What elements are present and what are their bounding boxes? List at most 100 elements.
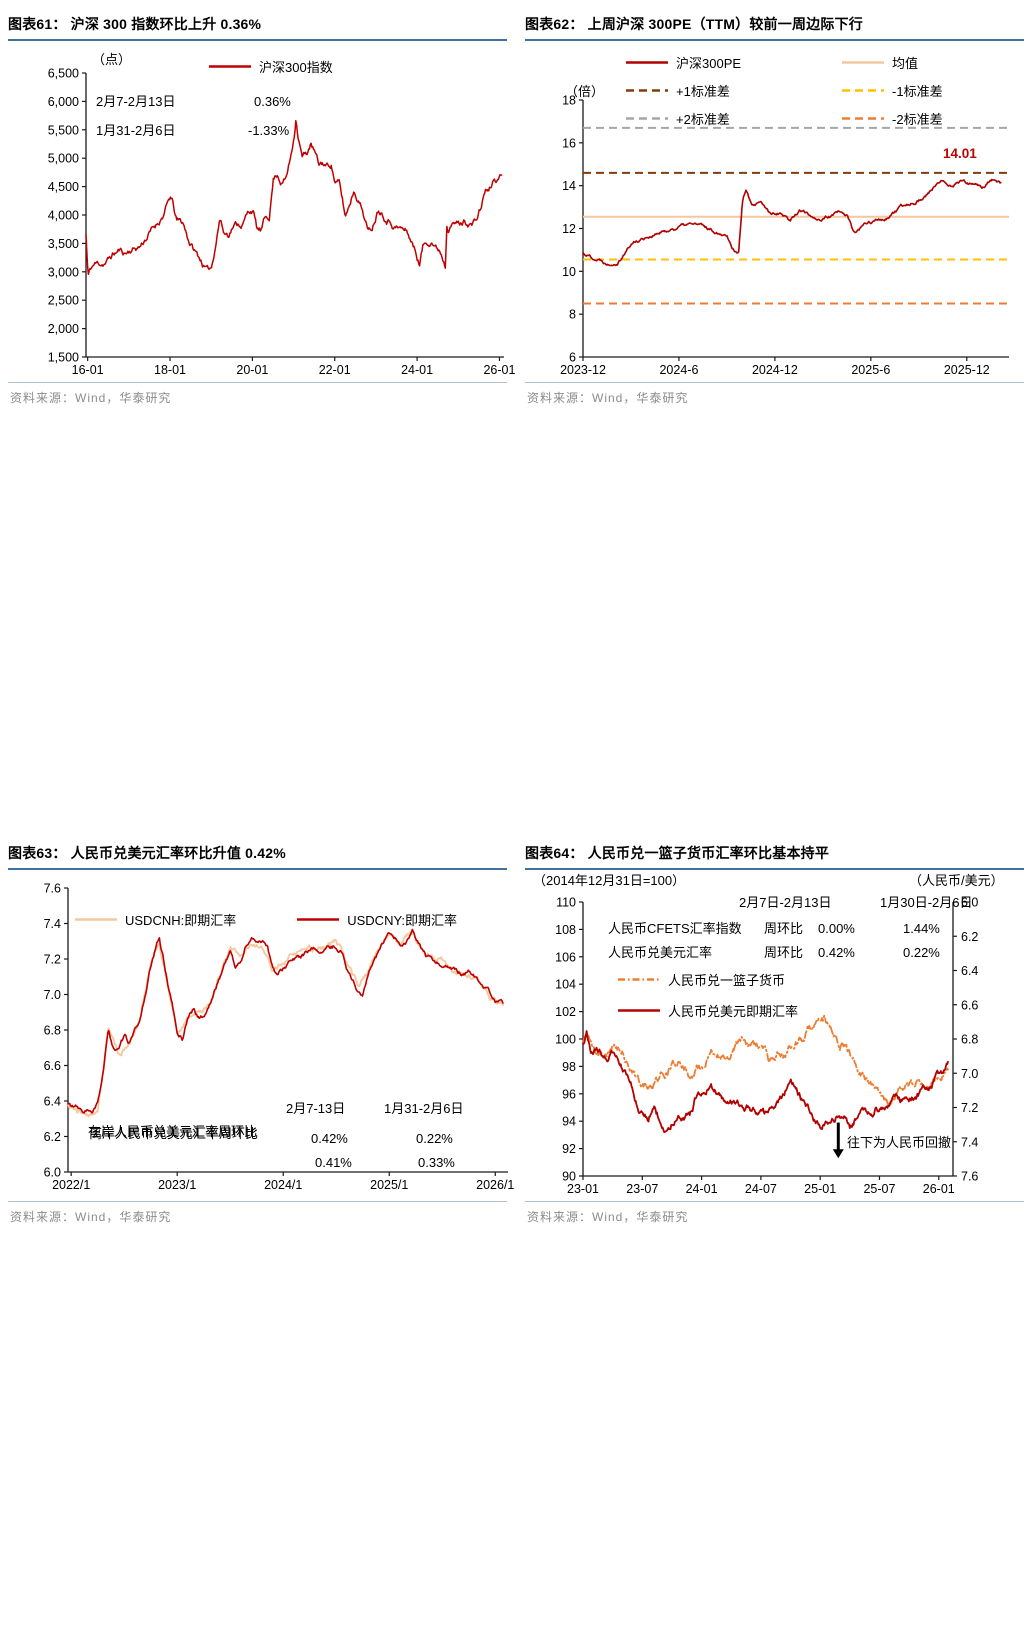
legend-item-label: 沪深300指数 (259, 60, 333, 75)
annotation-text: 2月7日-2月13日 (739, 895, 832, 910)
annotation-text: （人民币/美元） (909, 873, 1004, 888)
annotation-text: 0.41% (315, 1155, 352, 1170)
y-right-tick-label: 7.2 (961, 1101, 978, 1115)
chart-legend: 沪深300指数 (208, 57, 333, 76)
legend-item: USDCNH:即期汇率 (74, 910, 236, 929)
legend-item: 沪深300指数 (208, 57, 333, 76)
legend-item-label: 均值 (892, 56, 919, 71)
legend-column: USDCNH:即期汇率 (74, 910, 236, 929)
x-tick-label: 2026/1 (476, 1178, 514, 1192)
report-figure-grid-row2: 图表63： 人民币兑美元汇率环比升值 0.42% 6.0 6.2 6.4 6.6 6.8… (0, 819, 1034, 1638)
legend-item-label: 人民币兑一篮子货币 (668, 973, 786, 988)
series-line (582, 178, 1002, 267)
legend-swatch-line (209, 65, 251, 68)
figure-64-title: 图表64： 人民币兑一篮子货币汇率环比基本持平 (525, 843, 1024, 870)
y-tick-label: 6 (569, 351, 576, 365)
y-tick-label: 6,000 (48, 95, 79, 109)
fig61-canvas: 1,500 2,000 2,500 3,000 3,500 4,000 4,500 5,000… (48, 67, 516, 378)
annotation-text: 人民币CFETS汇率指数 (608, 921, 742, 936)
legend-item-label: USDCNY:即期汇率 (347, 913, 458, 928)
legend-column: 均值 -1标准差 -2标准差 (841, 53, 943, 128)
annotation-text: 离岸人民币兑美元汇率周环比 (89, 1126, 259, 1141)
y-right-tick-label: 7.4 (961, 1135, 978, 1149)
y-tick-label: 102 (555, 1005, 576, 1019)
annotation-text: 0.22% (416, 1131, 453, 1146)
x-tick-label: 24-01 (686, 1182, 718, 1196)
y-tick-label: 6.2 (44, 1130, 61, 1144)
figure-62-source: 资料来源：Wind，华泰研究 (525, 382, 1024, 406)
figure-63-panel: 图表63： 人民币兑美元汇率环比升值 0.42% 6.0 6.2 6.4 6.6 6.8… (0, 819, 517, 1228)
y-tick-label: 6,500 (48, 67, 79, 81)
x-tick-label: 20-01 (236, 363, 268, 377)
legend-swatch-line (75, 918, 117, 921)
report-figure-grid: 图表61： 沪深 300 指数环比上升 0.36% 1,500 2,000 2,50… (0, 0, 1024, 409)
x-tick-label: 2024-12 (752, 363, 798, 377)
y-tick-label: 5,500 (48, 123, 79, 137)
series-line (67, 931, 504, 1118)
annotation-text: 0.22% (903, 945, 940, 960)
x-tick-label: 24-07 (745, 1182, 777, 1196)
annotation-text: 0.33% (418, 1155, 455, 1170)
annotation-text: 14.01 (943, 146, 977, 161)
annotation-text: 往下为人民币回撤 (847, 1135, 952, 1150)
legend-item: 人民币兑一篮子货币 (617, 970, 798, 989)
y-right-tick-label: 6.2 (961, 930, 978, 944)
y-tick-label: 8 (569, 308, 576, 322)
legend-column: 人民币兑一篮子货币 人民币兑美元即期汇率 (617, 970, 798, 1020)
legend-swatch-line (842, 89, 885, 92)
annotation-text: 1月31-2月6日 (384, 1101, 464, 1116)
y-tick-label: 4,500 (48, 180, 79, 194)
figure-63-title: 图表63： 人民币兑美元汇率环比升值 0.42% (8, 843, 507, 870)
y-tick-label: 98 (562, 1060, 576, 1074)
legend-swatch-line (618, 978, 660, 981)
x-tick-label: 2025/1 (370, 1178, 408, 1192)
y-tick-label: 3,000 (48, 265, 79, 279)
x-tick-label: 2025-6 (851, 363, 890, 377)
y-tick-label: 6.6 (44, 1059, 61, 1073)
down-arrow-icon (832, 1122, 844, 1159)
chart-legend: 人民币兑一篮子货币 人民币兑美元即期汇率 (617, 970, 798, 1020)
y-tick-label: 7.6 (44, 882, 61, 896)
legend-column: USDCNY:即期汇率 (296, 910, 457, 929)
x-tick-label: 2023-12 (560, 363, 606, 377)
x-tick-label: 22-01 (319, 363, 351, 377)
figure-63-source: 资料来源：Wind，华泰研究 (8, 1201, 507, 1225)
figure-61-panel: 图表61： 沪深 300 指数环比上升 0.36% 1,500 2,000 2,50… (0, 0, 517, 409)
legend-item: +2标准差 (625, 109, 741, 128)
legend-swatch-line (842, 61, 885, 64)
y-tick-label: 7.2 (44, 953, 61, 967)
y-tick-label: 7.4 (44, 917, 61, 931)
legend-item-label: -2标准差 (892, 112, 943, 127)
legend-item: +1标准差 (625, 81, 741, 100)
legend-item-label: 人民币兑美元即期汇率 (668, 1004, 799, 1019)
legend-item-label: USDCNH:即期汇率 (125, 913, 237, 928)
figure-62-chart: 6 8 10 12 14 16 18 2023-12 2024-6 2024-12 2025-6 20… (525, 45, 1024, 380)
y-tick-label: 1,500 (48, 351, 79, 365)
legend-item: 人民币兑美元即期汇率 (617, 1001, 798, 1020)
fig62-canvas: 6 8 10 12 14 16 18 2023-12 2024-6 2024-12 2025-6 20… (560, 94, 1009, 377)
annotation-text: 周环比 (764, 945, 804, 960)
legend-item: -1标准差 (841, 81, 943, 100)
figure-61-source: 资料来源：Wind，华泰研究 (8, 382, 507, 406)
legend-item: -2标准差 (841, 109, 943, 128)
annotation-text: 0.42% (818, 945, 855, 960)
x-tick-label: 25-07 (863, 1182, 895, 1196)
y-tick-label: 2,500 (48, 294, 79, 308)
annotation-text: （倍） (565, 84, 605, 99)
annotation-text: 1月31-2月6日 (96, 123, 176, 138)
figure-61-title: 图表61： 沪深 300 指数环比上升 0.36% (8, 14, 507, 41)
figure-64-source: 资料来源：Wind，华泰研究 (525, 1201, 1024, 1225)
y-tick-label: 6.4 (44, 1095, 61, 1109)
y-tick-label: 6.8 (44, 1024, 61, 1038)
y-tick-label: 94 (562, 1115, 576, 1129)
y-tick-label: 5,000 (48, 152, 79, 166)
legend-swatch-line (297, 918, 340, 921)
y-tick-label: 16 (562, 136, 576, 150)
x-tick-label: 18-01 (154, 363, 186, 377)
y-tick-label: 4,000 (48, 209, 79, 223)
legend-swatch-line (618, 1009, 660, 1012)
legend-column: 沪深300PE +1标准差 +2标准差 (625, 53, 741, 128)
y-right-tick-label: 6.8 (961, 1033, 978, 1047)
chart-legend: USDCNH:即期汇率 USDCNY:即期汇率 (74, 910, 457, 929)
figure-63-chart: 6.0 6.2 6.4 6.6 6.8 7.0 7.2 7.4 7.6 2022/1 2023/1 2… (8, 874, 515, 1199)
